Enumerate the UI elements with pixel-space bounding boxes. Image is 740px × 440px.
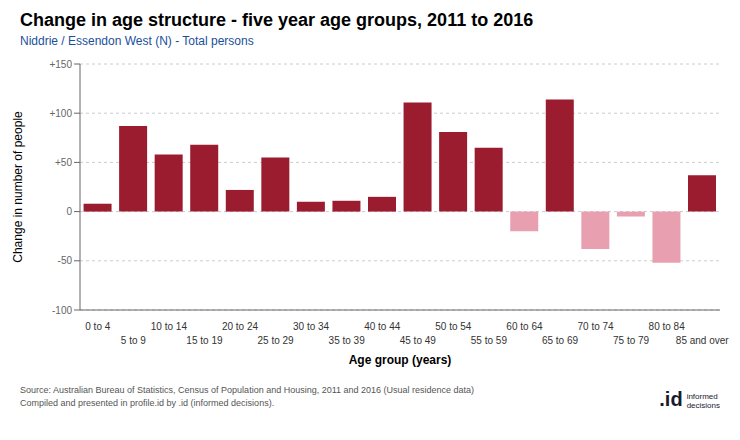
svg-text:70 to 74: 70 to 74 xyxy=(577,321,614,332)
svg-text:15 to 19: 15 to 19 xyxy=(186,335,223,346)
svg-text:0 to 4: 0 to 4 xyxy=(85,321,110,332)
svg-text:25 to 29: 25 to 29 xyxy=(257,335,294,346)
svg-text:20 to 24: 20 to 24 xyxy=(222,321,259,332)
html-text:Source: Australian Bureau of S: Source: Australian Bureau of Statistics,… xyxy=(20,385,475,395)
svg-text:55 to 59: 55 to 59 xyxy=(471,335,508,346)
svg-text:-50: -50 xyxy=(58,255,73,266)
svg-text:+50: +50 xyxy=(55,157,72,168)
svg-text:30 to 34: 30 to 34 xyxy=(293,321,330,332)
svg-text:5 to 9: 5 to 9 xyxy=(121,335,146,346)
html-text:Compiled and presented in prof: Compiled and presented in profile.id by … xyxy=(20,398,275,408)
html-text:Age group (years): Age group (years) xyxy=(348,353,452,367)
svg-text:60 to 64: 60 to 64 xyxy=(506,321,543,332)
svg-text:50 to 54: 50 to 54 xyxy=(435,321,472,332)
html-text:.id: .id xyxy=(659,388,683,410)
svg-text:65 to 69: 65 to 69 xyxy=(542,335,579,346)
svg-text:0: 0 xyxy=(66,206,72,217)
svg-text:85 and over: 85 and over xyxy=(676,335,729,346)
html-text:Niddrie / Essendon West (N) -: Niddrie / Essendon West (N) - Total pers… xyxy=(20,34,254,48)
svg-text:-100: -100 xyxy=(52,305,72,316)
html-text:Change in age structure - five: Change in age structure - five year age … xyxy=(20,10,534,30)
svg-text:40 to 44: 40 to 44 xyxy=(364,321,401,332)
svg-text:10 to 14: 10 to 14 xyxy=(151,321,188,332)
svg-text:45 to 49: 45 to 49 xyxy=(400,335,437,346)
html-text:informed decisions: informed decisions xyxy=(686,392,720,410)
svg-text:35 to 39: 35 to 39 xyxy=(329,335,366,346)
svg-text:75 to 79: 75 to 79 xyxy=(613,335,650,346)
svg-text:Change in number of people: Change in number of people xyxy=(11,111,25,263)
svg-text:80 to 84: 80 to 84 xyxy=(649,321,686,332)
svg-text:+100: +100 xyxy=(49,108,72,119)
svg-text:+150: +150 xyxy=(49,59,72,70)
